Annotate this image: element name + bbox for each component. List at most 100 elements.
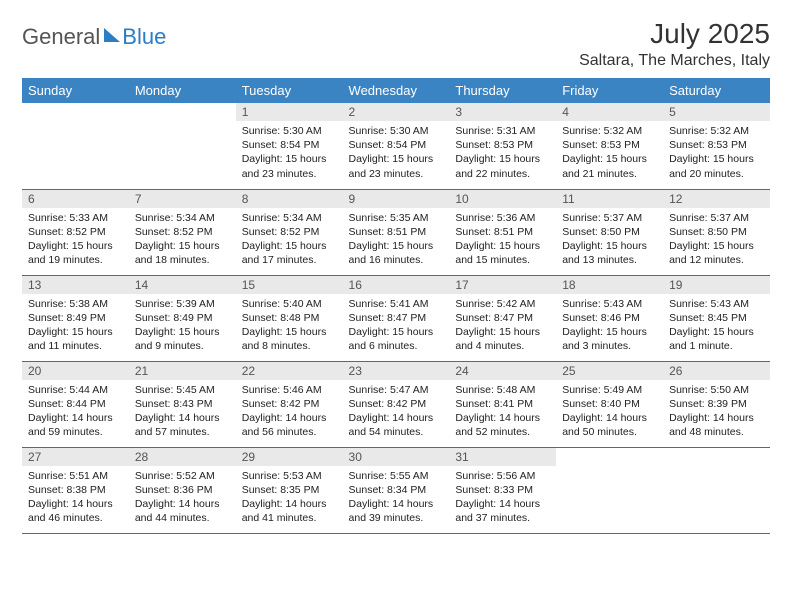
calendar-cell: 23Sunrise: 5:47 AMSunset: 8:42 PMDayligh… (343, 361, 450, 447)
day-number: 15 (236, 276, 343, 294)
day-details: Sunrise: 5:52 AMSunset: 8:36 PMDaylight:… (129, 466, 236, 530)
day-number: 11 (556, 190, 663, 208)
calendar-cell: 9Sunrise: 5:35 AMSunset: 8:51 PMDaylight… (343, 189, 450, 275)
day-details: Sunrise: 5:34 AMSunset: 8:52 PMDaylight:… (236, 208, 343, 272)
day-details: Sunrise: 5:38 AMSunset: 8:49 PMDaylight:… (22, 294, 129, 358)
weekday-header: Sunday (22, 78, 129, 103)
calendar-cell: 11Sunrise: 5:37 AMSunset: 8:50 PMDayligh… (556, 189, 663, 275)
calendar-week-row: 20Sunrise: 5:44 AMSunset: 8:44 PMDayligh… (22, 361, 770, 447)
day-number: 5 (663, 103, 770, 121)
calendar-cell: 7Sunrise: 5:34 AMSunset: 8:52 PMDaylight… (129, 189, 236, 275)
logo-arrow-icon (104, 28, 120, 42)
calendar-cell (129, 103, 236, 189)
day-number: 18 (556, 276, 663, 294)
day-details: Sunrise: 5:48 AMSunset: 8:41 PMDaylight:… (449, 380, 556, 444)
logo-word-1: General (22, 24, 100, 50)
title-block: July 2025 Saltara, The Marches, Italy (579, 18, 770, 70)
logo: General Blue (22, 24, 166, 50)
day-details: Sunrise: 5:49 AMSunset: 8:40 PMDaylight:… (556, 380, 663, 444)
day-details: Sunrise: 5:43 AMSunset: 8:46 PMDaylight:… (556, 294, 663, 358)
calendar-cell: 2Sunrise: 5:30 AMSunset: 8:54 PMDaylight… (343, 103, 450, 189)
calendar-cell: 25Sunrise: 5:49 AMSunset: 8:40 PMDayligh… (556, 361, 663, 447)
day-details: Sunrise: 5:37 AMSunset: 8:50 PMDaylight:… (663, 208, 770, 272)
calendar-cell: 16Sunrise: 5:41 AMSunset: 8:47 PMDayligh… (343, 275, 450, 361)
calendar-cell: 31Sunrise: 5:56 AMSunset: 8:33 PMDayligh… (449, 447, 556, 533)
logo-word-2: Blue (122, 24, 166, 50)
calendar-cell: 12Sunrise: 5:37 AMSunset: 8:50 PMDayligh… (663, 189, 770, 275)
day-details: Sunrise: 5:33 AMSunset: 8:52 PMDaylight:… (22, 208, 129, 272)
day-number: 14 (129, 276, 236, 294)
weekday-header: Saturday (663, 78, 770, 103)
day-details: Sunrise: 5:50 AMSunset: 8:39 PMDaylight:… (663, 380, 770, 444)
day-details: Sunrise: 5:55 AMSunset: 8:34 PMDaylight:… (343, 466, 450, 530)
day-number: 3 (449, 103, 556, 121)
day-number: 28 (129, 448, 236, 466)
weekday-header: Tuesday (236, 78, 343, 103)
day-number: 26 (663, 362, 770, 380)
calendar-page: General Blue July 2025 Saltara, The Marc… (0, 0, 792, 552)
day-details: Sunrise: 5:53 AMSunset: 8:35 PMDaylight:… (236, 466, 343, 530)
day-details: Sunrise: 5:56 AMSunset: 8:33 PMDaylight:… (449, 466, 556, 530)
day-details: Sunrise: 5:31 AMSunset: 8:53 PMDaylight:… (449, 121, 556, 185)
calendar-cell (663, 447, 770, 533)
day-details: Sunrise: 5:43 AMSunset: 8:45 PMDaylight:… (663, 294, 770, 358)
day-details: Sunrise: 5:34 AMSunset: 8:52 PMDaylight:… (129, 208, 236, 272)
day-number: 20 (22, 362, 129, 380)
calendar-week-row: 27Sunrise: 5:51 AMSunset: 8:38 PMDayligh… (22, 447, 770, 533)
day-number: 2 (343, 103, 450, 121)
weekday-header: Wednesday (343, 78, 450, 103)
day-number: 10 (449, 190, 556, 208)
location-text: Saltara, The Marches, Italy (579, 52, 770, 70)
day-number: 12 (663, 190, 770, 208)
calendar-week-row: 1Sunrise: 5:30 AMSunset: 8:54 PMDaylight… (22, 103, 770, 189)
calendar-cell: 3Sunrise: 5:31 AMSunset: 8:53 PMDaylight… (449, 103, 556, 189)
day-details: Sunrise: 5:30 AMSunset: 8:54 PMDaylight:… (343, 121, 450, 185)
day-details: Sunrise: 5:40 AMSunset: 8:48 PMDaylight:… (236, 294, 343, 358)
calendar-cell: 10Sunrise: 5:36 AMSunset: 8:51 PMDayligh… (449, 189, 556, 275)
day-details: Sunrise: 5:44 AMSunset: 8:44 PMDaylight:… (22, 380, 129, 444)
day-number: 23 (343, 362, 450, 380)
calendar-cell: 4Sunrise: 5:32 AMSunset: 8:53 PMDaylight… (556, 103, 663, 189)
day-number: 29 (236, 448, 343, 466)
calendar-cell (22, 103, 129, 189)
weekday-header: Thursday (449, 78, 556, 103)
day-number: 22 (236, 362, 343, 380)
day-number: 4 (556, 103, 663, 121)
calendar-cell: 27Sunrise: 5:51 AMSunset: 8:38 PMDayligh… (22, 447, 129, 533)
day-details: Sunrise: 5:37 AMSunset: 8:50 PMDaylight:… (556, 208, 663, 272)
day-details: Sunrise: 5:41 AMSunset: 8:47 PMDaylight:… (343, 294, 450, 358)
day-number: 8 (236, 190, 343, 208)
day-details: Sunrise: 5:46 AMSunset: 8:42 PMDaylight:… (236, 380, 343, 444)
day-number: 24 (449, 362, 556, 380)
weekday-header: Friday (556, 78, 663, 103)
day-number: 21 (129, 362, 236, 380)
month-title: July 2025 (579, 18, 770, 50)
day-details: Sunrise: 5:51 AMSunset: 8:38 PMDaylight:… (22, 466, 129, 530)
calendar-table: Sunday Monday Tuesday Wednesday Thursday… (22, 78, 770, 534)
header: General Blue July 2025 Saltara, The Marc… (22, 18, 770, 70)
day-details: Sunrise: 5:47 AMSunset: 8:42 PMDaylight:… (343, 380, 450, 444)
day-number: 9 (343, 190, 450, 208)
calendar-cell: 20Sunrise: 5:44 AMSunset: 8:44 PMDayligh… (22, 361, 129, 447)
calendar-cell: 19Sunrise: 5:43 AMSunset: 8:45 PMDayligh… (663, 275, 770, 361)
calendar-cell: 24Sunrise: 5:48 AMSunset: 8:41 PMDayligh… (449, 361, 556, 447)
day-details: Sunrise: 5:35 AMSunset: 8:51 PMDaylight:… (343, 208, 450, 272)
day-number: 13 (22, 276, 129, 294)
calendar-cell: 18Sunrise: 5:43 AMSunset: 8:46 PMDayligh… (556, 275, 663, 361)
day-number: 6 (22, 190, 129, 208)
calendar-cell: 22Sunrise: 5:46 AMSunset: 8:42 PMDayligh… (236, 361, 343, 447)
day-number: 19 (663, 276, 770, 294)
day-number: 31 (449, 448, 556, 466)
calendar-week-row: 6Sunrise: 5:33 AMSunset: 8:52 PMDaylight… (22, 189, 770, 275)
calendar-cell: 29Sunrise: 5:53 AMSunset: 8:35 PMDayligh… (236, 447, 343, 533)
weekday-header-row: Sunday Monday Tuesday Wednesday Thursday… (22, 78, 770, 103)
calendar-cell: 8Sunrise: 5:34 AMSunset: 8:52 PMDaylight… (236, 189, 343, 275)
calendar-cell: 28Sunrise: 5:52 AMSunset: 8:36 PMDayligh… (129, 447, 236, 533)
day-number: 16 (343, 276, 450, 294)
day-number: 30 (343, 448, 450, 466)
weekday-header: Monday (129, 78, 236, 103)
calendar-cell: 21Sunrise: 5:45 AMSunset: 8:43 PMDayligh… (129, 361, 236, 447)
day-details: Sunrise: 5:32 AMSunset: 8:53 PMDaylight:… (556, 121, 663, 185)
day-number: 1 (236, 103, 343, 121)
day-number: 25 (556, 362, 663, 380)
